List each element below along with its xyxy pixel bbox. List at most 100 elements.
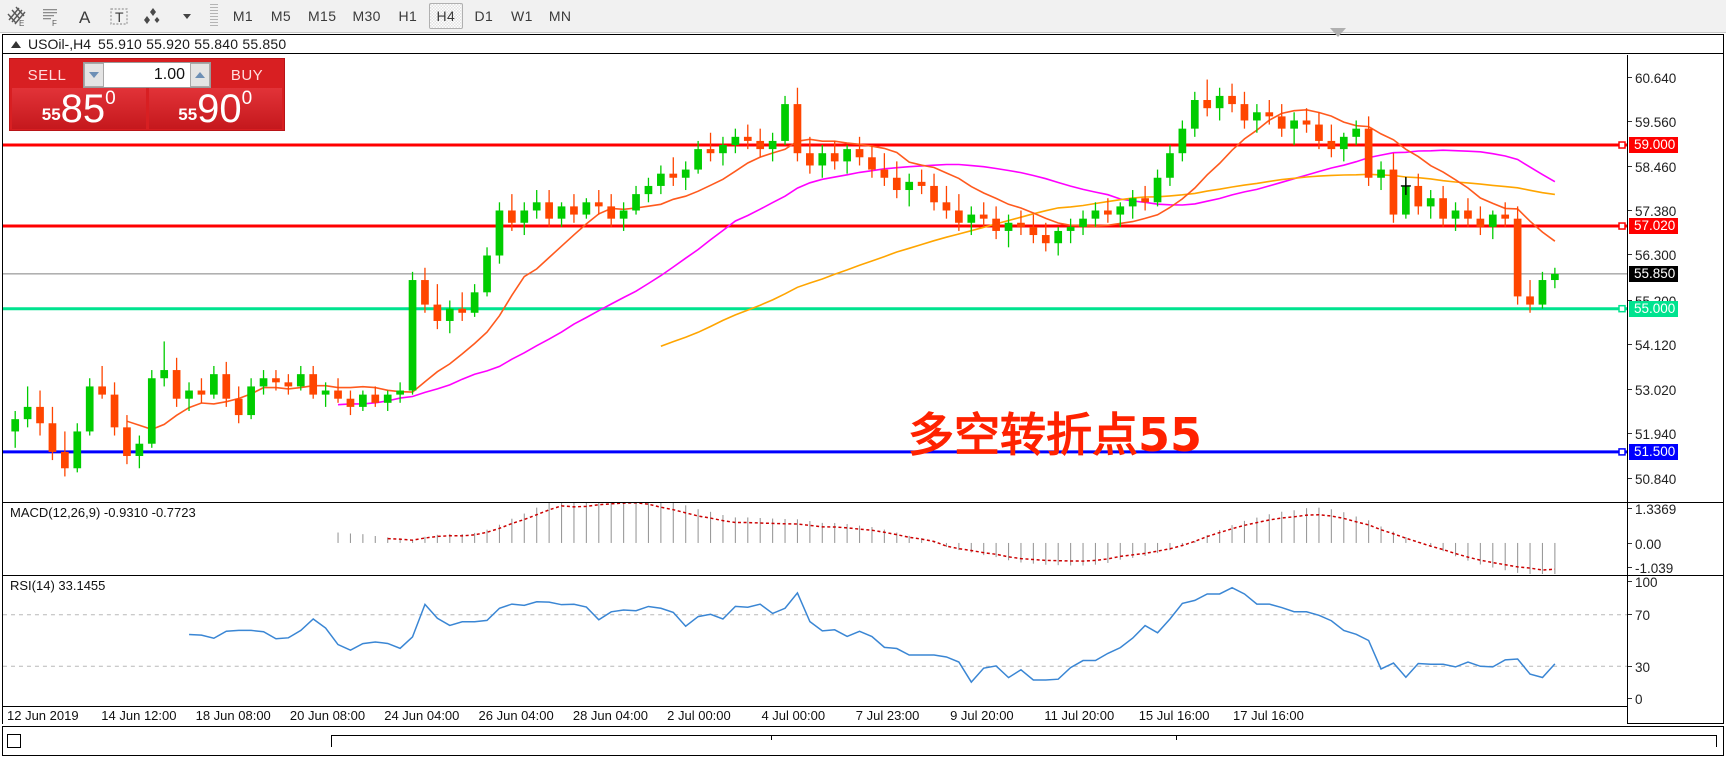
scroll-thumb[interactable] <box>331 735 1717 747</box>
scroll-track[interactable] <box>27 735 1717 747</box>
macd-canvas <box>337 503 1556 574</box>
grid-f-icon[interactable]: F <box>34 1 68 31</box>
sell-price-display[interactable]: 55 85 0 <box>12 88 146 129</box>
price-tick-value: 54.120 <box>1635 337 1677 353</box>
price-tick: 57.380 <box>1628 204 1723 220</box>
volume-increase-button[interactable] <box>190 63 210 87</box>
timeframe-m5[interactable]: M5 <box>270 8 292 24</box>
macd-pane[interactable]: MACD(12,26,9) -0.9310 -0.7723 <box>3 502 1627 574</box>
time-tick-label: 26 Jun 04:00 <box>478 708 554 723</box>
ohlc-values: 55.910 55.920 55.840 55.850 <box>98 36 287 52</box>
time-tick-label: 14 Jun 12:00 <box>101 708 177 723</box>
trade-panel-top-row: SELL 1.00 BUY <box>10 59 284 88</box>
rsi-tick: 70 <box>1628 608 1723 623</box>
price-tick: 54.120 <box>1628 337 1723 353</box>
timeframe-mn[interactable]: MN <box>548 8 572 24</box>
rsi-tick: 0 <box>1628 692 1723 707</box>
macd-tick-value: 0.00 <box>1635 536 1662 552</box>
price-tick: 59.560 <box>1628 115 1723 131</box>
volume-decrease-button[interactable] <box>84 63 104 87</box>
text-label-t-icon[interactable]: T <box>102 1 136 31</box>
time-tick-label: 24 Jun 04:00 <box>384 708 460 723</box>
crosshair-e-icon[interactable]: E <box>0 1 34 31</box>
rsi-tick: 30 <box>1628 660 1723 675</box>
objects-icon[interactable] <box>136 1 170 31</box>
volume-value[interactable]: 1.00 <box>153 66 185 83</box>
price-tick: 56.300 <box>1628 248 1723 264</box>
price-tick: 53.020 <box>1628 382 1723 398</box>
sell-price-fraction: 0 <box>105 88 116 109</box>
symbol-label: USOil-,H4 <box>28 36 92 52</box>
macd-tick: -1.039 <box>1628 561 1723 576</box>
chevron-down-icon[interactable] <box>170 1 204 31</box>
price-level-badge[interactable]: 57.020 <box>1629 218 1679 235</box>
one-click-trading-panel[interactable]: SELL 1.00 BUY 55 85 0 55 90 0 <box>9 58 285 131</box>
price-tick: 58.460 <box>1628 160 1723 176</box>
chart-top-marker <box>1330 28 1346 37</box>
macd-tick: 1.3369 <box>1628 502 1723 517</box>
sell-button[interactable]: SELL <box>27 66 67 84</box>
timeframe-h4[interactable]: H4 <box>428 3 463 29</box>
svg-text:A: A <box>79 8 91 27</box>
time-tick-label: 12 Jun 2019 <box>7 708 79 723</box>
scroll-left-button[interactable] <box>7 734 21 748</box>
volume-stepper[interactable]: 1.00 <box>83 62 211 88</box>
macd-label: MACD(12,26,9) -0.9310 -0.7723 <box>10 505 196 520</box>
price-tick: 60.640 <box>1628 70 1723 86</box>
time-tick-label: 11 Jul 20:00 <box>1044 708 1115 723</box>
time-tick-label: 15 Jul 16:00 <box>1138 708 1210 723</box>
time-axis: 12 Jun 2019 14 Jun 12:00 18 Jun 08:00 20 Ju… <box>3 706 1627 725</box>
rsi-tick-value: 100 <box>1635 575 1658 590</box>
macd-tick: 0.00 <box>1628 536 1723 552</box>
price-tick-value: 58.460 <box>1635 160 1677 176</box>
trade-panel-prices: 55 85 0 55 90 0 <box>10 88 284 131</box>
timeframe-d1[interactable]: D1 <box>474 8 494 24</box>
buy-price-main: 90 <box>197 87 242 131</box>
timeframe-w1[interactable]: W1 <box>510 8 533 24</box>
price-level-badge[interactable]: 51.500 <box>1629 443 1679 460</box>
price-tick: 50.840 <box>1628 472 1723 487</box>
timeframe-m30[interactable]: M30 <box>352 8 381 24</box>
horizontal-scrollbar[interactable] <box>2 726 1724 756</box>
svg-text:E: E <box>19 19 24 27</box>
text-a-icon[interactable]: A <box>68 1 102 31</box>
chart-annotation-text: 多空转折点55 <box>908 408 1203 462</box>
macd-tick-value: 1.3369 <box>1635 502 1677 517</box>
svg-text:T: T <box>115 9 124 25</box>
price-tick-value: 53.020 <box>1635 382 1677 398</box>
toolbar-separator <box>210 4 218 28</box>
main-toolbar: E F A T <box>0 0 1726 33</box>
svg-text:F: F <box>52 19 57 27</box>
rsi-tick: 100 <box>1628 575 1723 590</box>
sell-price-whole: 55 <box>41 105 61 124</box>
time-tick-label: 2 Jul 00:00 <box>667 708 731 723</box>
price-level-badge[interactable]: 59.000 <box>1629 137 1679 154</box>
price-tick-value: 56.300 <box>1635 248 1677 264</box>
price-axis-column[interactable]: 60.64059.56058.46057.38056.30055.20054.1… <box>1627 55 1723 723</box>
rsi-tick-value: 70 <box>1635 608 1651 623</box>
time-tick-label: 20 Jun 08:00 <box>289 708 366 723</box>
price-tick-value: 59.560 <box>1635 115 1677 131</box>
rsi-pane[interactable]: RSI(14) 33.1455 <box>3 575 1627 705</box>
time-tick-label: 17 Jul 16:00 <box>1233 708 1304 723</box>
time-tick-label: 4 Jul 00:00 <box>761 708 826 723</box>
timeframe-m1[interactable]: M1 <box>232 8 254 24</box>
buy-price-display[interactable]: 55 90 0 <box>148 87 282 131</box>
rsi-canvas <box>3 586 1627 684</box>
price-tick-value: 60.640 <box>1635 70 1677 86</box>
time-tick-label: 7 Jul 23:00 <box>855 708 920 723</box>
timeframe-m15[interactable]: M15 <box>308 8 337 24</box>
time-tick-label: 9 Jul 20:00 <box>950 708 1014 723</box>
buy-button[interactable]: BUY <box>230 66 264 84</box>
price-level-badge[interactable]: 55.850 <box>1629 265 1679 282</box>
rsi-tick-value: 30 <box>1635 660 1651 675</box>
rsi-tick-value: 0 <box>1635 692 1643 707</box>
collapse-triangle-icon[interactable] <box>11 40 21 48</box>
price-tick-value: 57.380 <box>1635 204 1677 220</box>
timeframe-h1[interactable]: H1 <box>398 8 418 24</box>
time-tick-label: 18 Jun 08:00 <box>195 708 271 723</box>
price-level-badge[interactable]: 55.000 <box>1629 300 1679 317</box>
price-tick: 51.940 <box>1628 427 1723 442</box>
time-tick-label: 28 Jun 04:00 <box>572 708 649 723</box>
price-chart-canvas <box>3 79 1627 477</box>
